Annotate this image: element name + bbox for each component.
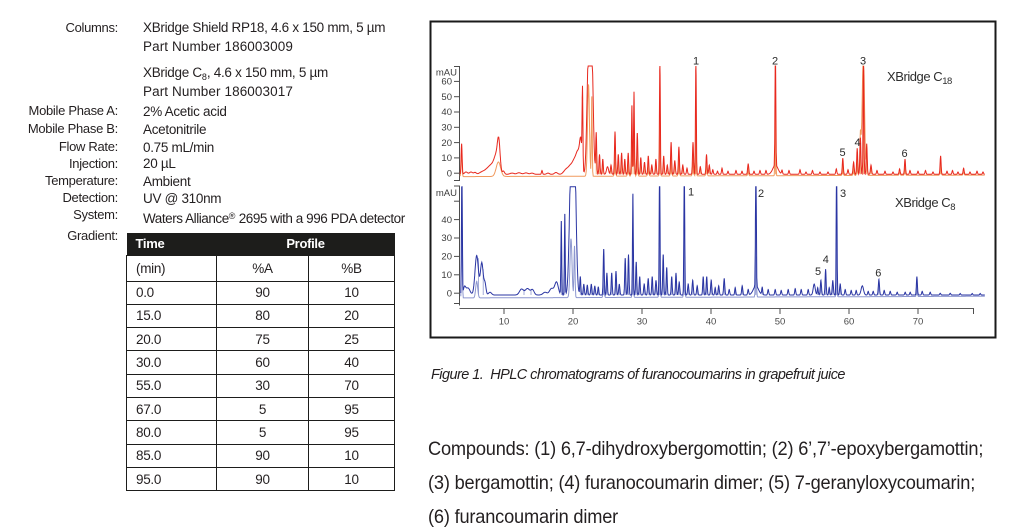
svg-text:5: 5 — [815, 266, 821, 278]
svg-text:6: 6 — [902, 148, 908, 160]
svg-text:2: 2 — [772, 56, 778, 68]
svg-text:30: 30 — [441, 123, 452, 134]
svg-text:4: 4 — [823, 254, 829, 266]
svg-text:10: 10 — [441, 153, 452, 164]
svg-text:70: 70 — [913, 317, 924, 328]
svg-text:40: 40 — [441, 107, 452, 118]
svg-text:60: 60 — [441, 77, 452, 88]
svg-text:40: 40 — [441, 215, 452, 226]
svg-text:30: 30 — [637, 317, 648, 328]
svg-text:50: 50 — [775, 317, 786, 328]
svg-text:60: 60 — [844, 317, 855, 328]
svg-text:30: 30 — [441, 233, 452, 244]
svg-text:6: 6 — [875, 268, 881, 280]
svg-text:1: 1 — [693, 56, 699, 68]
svg-text:0: 0 — [447, 288, 452, 299]
svg-text:3: 3 — [840, 188, 846, 200]
svg-text:10: 10 — [441, 270, 452, 281]
svg-text:mAU: mAU — [436, 188, 457, 199]
svg-text:mAU: mAU — [436, 68, 457, 79]
svg-text:20: 20 — [441, 138, 452, 149]
svg-text:20: 20 — [568, 317, 579, 328]
svg-text:5: 5 — [840, 147, 846, 159]
svg-text:1: 1 — [688, 187, 694, 199]
svg-text:3: 3 — [860, 56, 866, 68]
svg-text:4: 4 — [855, 137, 861, 149]
svg-text:40: 40 — [706, 317, 717, 328]
svg-text:10: 10 — [499, 317, 510, 328]
svg-text:2: 2 — [758, 188, 764, 200]
svg-text:0: 0 — [447, 168, 452, 179]
svg-text:50: 50 — [441, 92, 452, 103]
svg-text:20: 20 — [441, 252, 452, 263]
